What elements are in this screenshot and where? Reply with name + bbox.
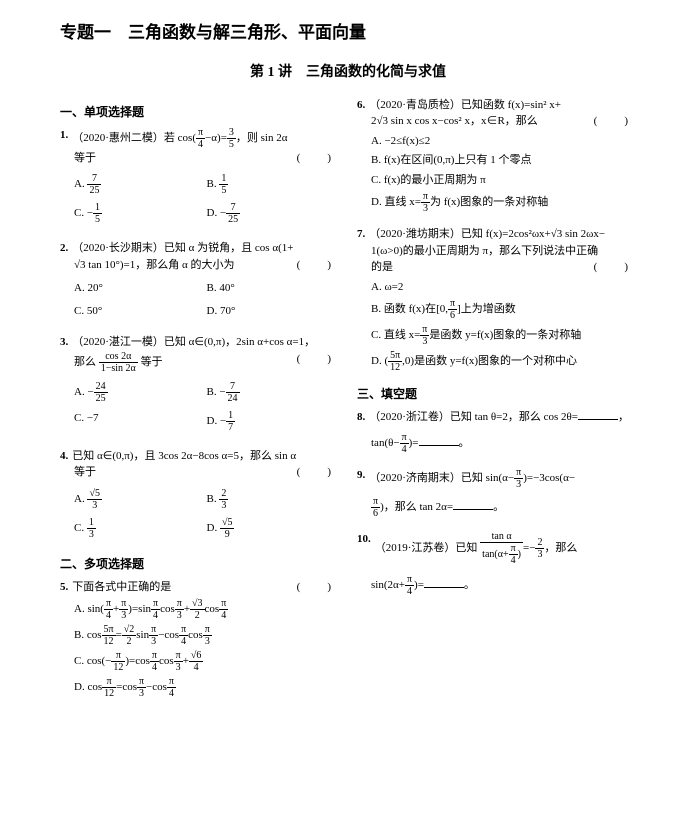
q5-optA: A. sin(π4+π3)=sinπ4cosπ3+√32cosπ4 (74, 598, 339, 621)
q5-optC: C. cos(−π12)=cosπ4cosπ3+√64 (74, 650, 339, 673)
q7-optA: A. ω=2 (371, 279, 636, 296)
q7-optD: D. (5π12,0)是函数 y=f(x)图象的一个对称中心 (371, 350, 636, 373)
q1-optD: D. −725 (207, 202, 340, 225)
content-columns: 一、单项选择题 1. （2020·惠州二模）若 cos(π4−α)=35，则 s… (60, 97, 636, 712)
question-9: 9. （2020·济南期末）已知 sin(α−π3)=−3cos(α− π6)，… (357, 467, 636, 519)
lecture-title: 第 1 讲 三角函数的化简与求值 (60, 62, 636, 83)
q2-optD: D. 70° (207, 303, 340, 320)
question-4: 4. 已知 α∈(0,π)，且 3cos 2α−8cos α=5，那么 sin … (60, 448, 339, 543)
q4-optC: C. 13 (74, 517, 207, 540)
blank (578, 410, 618, 420)
q3-optD: D. −17 (207, 410, 340, 433)
q1-optA: A. 725 (74, 173, 207, 196)
q3-optC: C. −7 (74, 410, 207, 433)
question-2: 2. （2020·长沙期末）已知 α 为锐角，且 cos α(1+ √3 tan… (60, 240, 339, 322)
q1-optB: B. 15 (207, 173, 340, 196)
q1-text: （2020·惠州二模）若 cos( (72, 132, 196, 144)
q4-optA: A. √53 (74, 488, 207, 511)
question-10: 10. （2019·江苏卷）已知 tan αtan(α+π4)=−23，那么 s… (357, 531, 636, 597)
q6-optB: B. f(x)在区间(0,π)上只有 1 个零点 (371, 152, 636, 169)
question-5: 5. 下面各式中正确的是( ) A. sin(π4+π3)=sinπ4cosπ3… (60, 579, 339, 700)
blank (419, 436, 459, 446)
q3-optA: A. −2425 (74, 381, 207, 404)
q5-optD: D. cosπ12=cosπ3−cosπ4 (74, 676, 339, 699)
q4-optB: B. 23 (207, 488, 340, 511)
q7-optC: C. 直线 x=π3是函数 y=f(x)图象的一条对称轴 (371, 324, 636, 347)
q2-optB: B. 40° (207, 280, 340, 297)
q4-optD: D. √59 (207, 517, 340, 540)
section-multi-choice: 二、多项选择题 (60, 555, 339, 573)
question-3: 3. （2020·湛江一模）已知 α∈(0,π)，2sin α+cos α=1，… (60, 334, 339, 436)
q2-optA: A. 20° (74, 280, 207, 297)
question-6: 6. （2020·青岛质检）已知函数 f(x)=sin² x+ 2√3 sin … (357, 97, 636, 215)
q6-optD: D. 直线 x=π3为 f(x)图象的一条对称轴 (371, 191, 636, 214)
right-column: 6. （2020·青岛质检）已知函数 f(x)=sin² x+ 2√3 sin … (357, 97, 636, 712)
question-7: 7. （2020·潍坊期末）已知 f(x)=2cos²ωx+√3 sin 2ωx… (357, 226, 636, 373)
answer-paren: ( ) (297, 150, 339, 167)
section-single-choice: 一、单项选择题 (60, 103, 339, 121)
q1-num: 1. (60, 127, 68, 150)
question-1: 1. （2020·惠州二模）若 cos(π4−α)=35，则 sin 2α 等于… (60, 127, 339, 229)
blank (453, 500, 493, 510)
q3-optB: B. −724 (207, 381, 340, 404)
question-8: 8. （2020·浙江卷）已知 tan θ=2，那么 cos 2θ=， tan(… (357, 409, 636, 455)
q1-optC: C. −15 (74, 202, 207, 225)
left-column: 一、单项选择题 1. （2020·惠州二模）若 cos(π4−α)=35，则 s… (60, 97, 339, 712)
section-fill-blank: 三、填空题 (357, 385, 636, 403)
topic-title: 专题一 三角函数与解三角形、平面向量 (60, 20, 636, 46)
blank (424, 578, 464, 588)
q6-optA: A. −2≤f(x)≤2 (371, 133, 636, 150)
q7-optB: B. 函数 f(x)在[0,π6]上为增函数 (371, 298, 636, 321)
q6-optC: C. f(x)的最小正周期为 π (371, 172, 636, 189)
q5-optB: B. cos5π12=√22sinπ3−cosπ4cosπ3 (74, 624, 339, 647)
q2-optC: C. 50° (74, 303, 207, 320)
